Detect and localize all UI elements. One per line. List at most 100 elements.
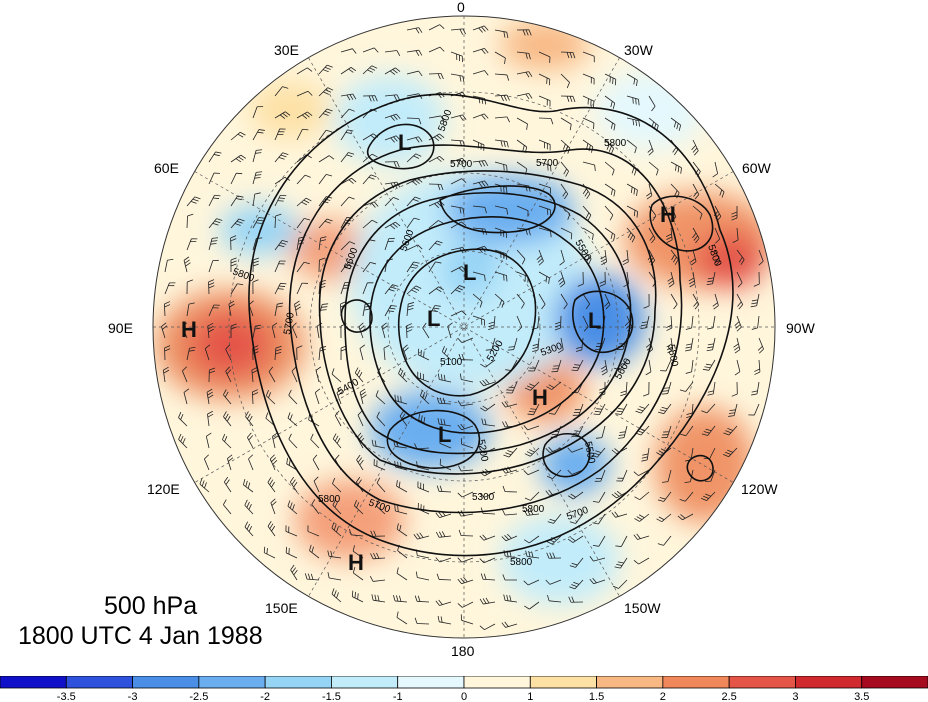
- wind-barb: [230, 283, 238, 295]
- wind-barb-flag: [213, 154, 220, 157]
- wind-barb: [549, 600, 562, 603]
- wind-barb-flag: [582, 188, 587, 195]
- wind-barb-flag: [459, 158, 464, 165]
- wind-barb: [648, 183, 653, 196]
- wind-barb-flag: [447, 322, 453, 327]
- wind-barb-flag: [435, 600, 440, 606]
- wind-barb-flag: [548, 446, 553, 452]
- wind-barb: [461, 425, 474, 431]
- wind-barb-flag: [643, 305, 650, 309]
- wind-barb-flag: [374, 440, 377, 447]
- wind-barb: [670, 315, 673, 328]
- wind-barb-flag: [484, 207, 487, 214]
- wind-barb-flag: [485, 379, 490, 385]
- wind-barb: [439, 443, 452, 449]
- wind-barb-flag: [271, 481, 275, 488]
- wind-barb-flag: [382, 325, 388, 330]
- contour-label: 5300: [472, 492, 495, 503]
- anomaly-shading: [153, 16, 775, 638]
- wind-barb-flag: [252, 263, 259, 267]
- wind-barb-flag: [436, 240, 443, 244]
- wind-barb: [538, 227, 551, 232]
- wind-barb-flag: [629, 234, 634, 241]
- wind-barb-flag: [307, 90, 313, 96]
- wind-barb-flag: [277, 302, 284, 305]
- wind-barb-flag: [238, 156, 244, 161]
- wind-barb-flag: [667, 277, 673, 282]
- wind-barb-flag: [292, 504, 295, 511]
- wind-barb: [736, 293, 744, 305]
- wind-barb: [383, 348, 386, 361]
- wind-barb-flag: [252, 389, 259, 393]
- wind-barb: [296, 174, 306, 185]
- colorbar-box: [463, 676, 531, 689]
- wind-barb-flag: [701, 433, 708, 436]
- wind-barb-flag: [661, 393, 668, 395]
- wind-barb: [461, 513, 474, 517]
- wind-barb: [406, 217, 415, 229]
- wind-barb-flag: [592, 544, 599, 547]
- wind-barb-flag: [677, 166, 680, 173]
- wind-barb: [438, 579, 452, 581]
- wind-barb-flag: [601, 368, 607, 373]
- lon-label-90e: 90E: [108, 320, 133, 336]
- wind-barb-flag: [390, 305, 397, 307]
- wind-barb-flag: [457, 603, 463, 608]
- wind-barb-flag: [373, 201, 379, 207]
- wind-barb-flag: [479, 380, 484, 387]
- wind-barb: [538, 205, 551, 211]
- wind-barb-flag: [567, 213, 571, 220]
- wind-barb-flag: [348, 152, 355, 155]
- wind-barb-flag: [345, 132, 352, 134]
- wind-barb-flag: [706, 349, 713, 352]
- wind-barb: [600, 469, 606, 482]
- wind-barb-flag: [531, 551, 534, 558]
- wind-barb-flag: [331, 522, 335, 529]
- wind-barb-flag: [521, 303, 525, 309]
- wind-barb: [604, 359, 608, 372]
- wind-barb-flag: [395, 135, 401, 141]
- lon-label-30w: 30W: [624, 42, 654, 58]
- wind-barb-flag: [676, 192, 680, 199]
- wind-barb-flag: [437, 373, 440, 380]
- wind-barb: [712, 271, 716, 284]
- wind-barb: [530, 491, 540, 501]
- wind-barb-flag: [330, 550, 333, 557]
- wind-barb-flag: [725, 430, 732, 434]
- wind-barb-flag: [462, 28, 466, 35]
- wind-barb-flag: [569, 124, 572, 131]
- wind-barb: [274, 176, 286, 185]
- wind-barb-flag: [332, 499, 336, 506]
- wind-barb: [538, 249, 544, 262]
- wind-barb-flag: [389, 70, 396, 75]
- wind-barb-flag: [180, 413, 184, 420]
- wind-barb: [296, 282, 303, 295]
- wind-barb: [340, 48, 353, 53]
- wind-barb-flag: [336, 592, 339, 599]
- wind-barb-flag: [583, 326, 589, 332]
- wind-barb-flag: [311, 499, 316, 505]
- wind-barb-flag: [411, 289, 417, 293]
- wind-barb-flag: [422, 322, 427, 329]
- wind-barb: [648, 139, 654, 152]
- wind-barb-flag: [439, 485, 443, 492]
- wind-barb-flag: [612, 585, 619, 589]
- wind-barb-flag: [234, 223, 241, 226]
- wind-barb-flag: [636, 533, 641, 539]
- wind-barb: [472, 70, 485, 75]
- wind-barb-flag: [222, 433, 226, 440]
- wind-barb: [406, 196, 416, 207]
- wind-barb: [428, 240, 438, 251]
- wind-barb-flag: [304, 174, 311, 178]
- wind-barb: [332, 483, 342, 493]
- wind-barb-flag: [326, 196, 333, 199]
- wind-barb: [516, 117, 528, 125]
- wind-barb: [485, 403, 496, 412]
- wind-barb-flag: [646, 192, 652, 197]
- wind-barb-flag: [731, 211, 738, 215]
- wind-barb-flag: [333, 590, 337, 597]
- wind-barb-flag: [370, 261, 377, 265]
- wind-barb-flag: [657, 499, 664, 502]
- wind-barb-flag: [569, 521, 576, 524]
